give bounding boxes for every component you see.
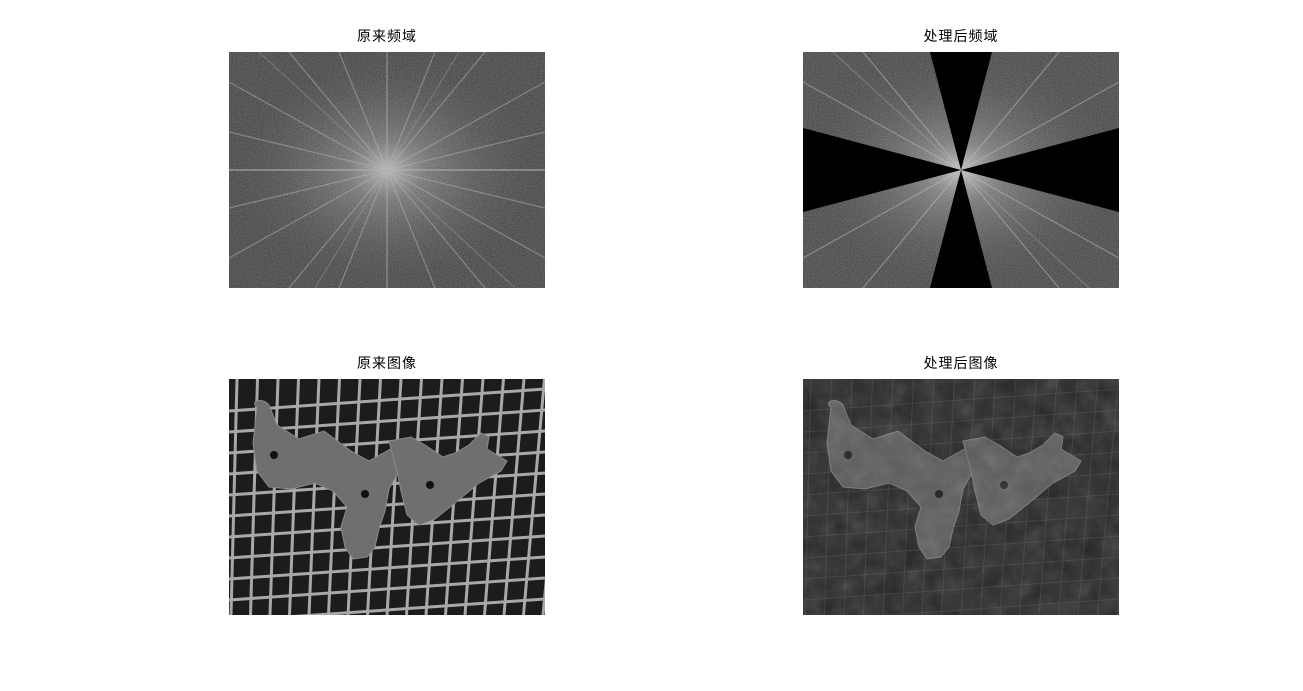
grid-line — [229, 555, 545, 581]
grid-line — [463, 379, 485, 615]
processed-image — [803, 379, 1119, 615]
panel-title: 原来频域 — [357, 29, 417, 45]
grid-line — [229, 576, 545, 602]
panel-title: 处理后图像 — [923, 356, 999, 372]
grid-line — [229, 492, 545, 518]
grid-line — [229, 379, 239, 615]
original-spectrum-image — [229, 52, 545, 288]
panel-title: 处理后频域 — [923, 29, 999, 45]
metal-parts — [252, 400, 508, 560]
grid-line — [522, 379, 545, 615]
grid-line — [327, 379, 341, 615]
frequency-mask — [803, 52, 1119, 288]
grid-line — [229, 513, 545, 539]
panel-title: 原来图像 — [357, 356, 417, 372]
panel-original-spectrum: 原来频域 — [229, 29, 545, 288]
grid-line — [385, 379, 403, 615]
processed-spectrum-image — [803, 52, 1119, 288]
panel-processed-image: 处理后图像 — [803, 356, 1119, 615]
grid-line — [229, 534, 545, 560]
grid-line — [307, 379, 321, 615]
grid-line — [229, 387, 545, 413]
original-image — [229, 379, 545, 615]
panel-processed-spectrum: 处理后频域 — [803, 29, 1119, 288]
grid-line — [293, 597, 545, 615]
panel-original-image: 原来图像 — [229, 356, 545, 615]
